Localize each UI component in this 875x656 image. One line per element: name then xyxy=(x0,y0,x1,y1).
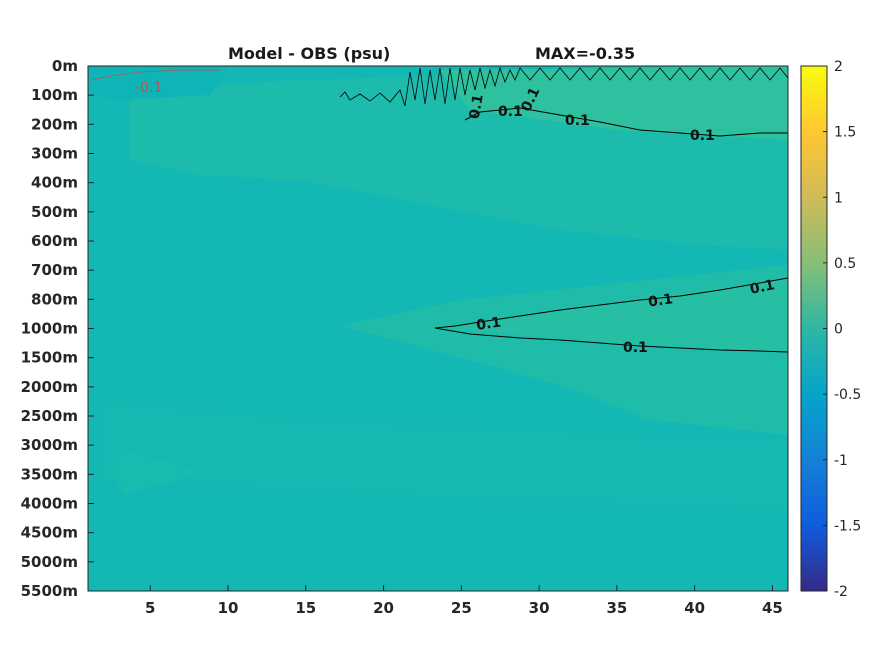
contour-negative-0.1 xyxy=(91,69,220,81)
x-tick-label: 45 xyxy=(762,599,783,617)
contour-upper-0.1 xyxy=(464,107,788,137)
contour-surface-oscillation xyxy=(339,66,788,107)
colorbar-tick-label: -1.5 xyxy=(834,518,861,534)
contour-label: 0.1 xyxy=(467,93,487,120)
contour-lines xyxy=(91,66,788,353)
contour-mid-lower-0.1 xyxy=(434,327,788,353)
contour-label: 0.1 xyxy=(475,315,502,334)
y-tick-label: 5000m xyxy=(21,553,78,571)
x-tick-label: 30 xyxy=(529,599,550,617)
colorbar-tick-label: 1.5 xyxy=(834,125,856,141)
colorbar-tick-label: -2 xyxy=(834,584,848,600)
contour-label: 0.1 xyxy=(565,113,590,129)
contour-mid-upper-0.1 xyxy=(434,277,788,329)
y-tick-label: 600m xyxy=(31,232,78,250)
y-tick-label: 800m xyxy=(31,290,78,308)
y-tick-label: 400m xyxy=(31,174,78,192)
y-tick-label: 100m xyxy=(31,86,78,104)
chart-subtitle: MAX=-0.35 xyxy=(535,44,635,63)
y-tick-label: 4000m xyxy=(21,495,78,513)
y-tick-label: 2500m xyxy=(21,407,78,425)
colorbar-tick-label: 0 xyxy=(834,322,843,338)
chart-title: Model - OBS (psu) xyxy=(228,44,390,63)
y-tick-label: 300m xyxy=(31,145,78,163)
contour-label: 0.1 xyxy=(749,277,777,298)
x-tick-label: 40 xyxy=(684,599,705,617)
colorbar-tick-label: 2 xyxy=(834,59,843,75)
x-axis: 5 10 15 20 25 30 35 40 45 xyxy=(145,585,783,617)
x-tick-label: 15 xyxy=(295,599,316,617)
contour-label: 0.1 xyxy=(690,128,715,144)
y-tick-label: 200m xyxy=(31,115,78,133)
x-tick-label: 20 xyxy=(373,599,394,617)
colorbar-tick-label: -0.5 xyxy=(834,387,861,403)
x-tick-label: 35 xyxy=(606,599,627,617)
colorbar-tick-label: -1 xyxy=(834,453,848,469)
colorbar xyxy=(800,65,828,592)
y-tick-label: 5500m xyxy=(21,582,78,600)
field-region-deep-patch xyxy=(108,450,205,495)
contour-label: 0.1 xyxy=(623,340,648,356)
contour-label-negative: -0.1 xyxy=(135,80,162,96)
x-tick-label: 10 xyxy=(218,599,239,617)
colorbar-tick-label: 0.5 xyxy=(834,256,856,272)
colorbar-ticks: 2 1.5 1 0.5 0 -0.5 -1 -1.5 -2 xyxy=(823,59,861,600)
y-tick-label: 500m xyxy=(31,203,78,221)
x-tick-label: 25 xyxy=(451,599,472,617)
contour-label: 0.1 xyxy=(647,291,674,310)
field-region-deep xyxy=(100,400,788,510)
y-tick-label: 1500m xyxy=(21,349,78,367)
y-tick-label: 0m xyxy=(52,57,78,75)
y-tick-label: 3500m xyxy=(21,465,78,483)
contour-label: 0.1 xyxy=(498,104,523,120)
field-region-midtongue-core xyxy=(440,278,788,352)
y-tick-label: 4500m xyxy=(21,524,78,542)
x-tick-label: 5 xyxy=(145,599,155,617)
y-tick-label: 2000m xyxy=(21,378,78,396)
y-tick-label: 3000m xyxy=(21,436,78,454)
y-tick-label: 1000m xyxy=(21,320,78,338)
contour-labels: 0.1 0.1 0.1 0.1 0.1 0.1 0.1 0.1 -0.1 xyxy=(135,80,776,334)
field-region-surface-max xyxy=(440,66,788,140)
colorbar-tick-label: 1 xyxy=(834,190,843,206)
y-tick-label: 700m xyxy=(31,261,78,279)
y-axis: 0m 100m 200m 300m 400m 500m 600m 700m 800m 1000m 1… xyxy=(21,57,94,600)
